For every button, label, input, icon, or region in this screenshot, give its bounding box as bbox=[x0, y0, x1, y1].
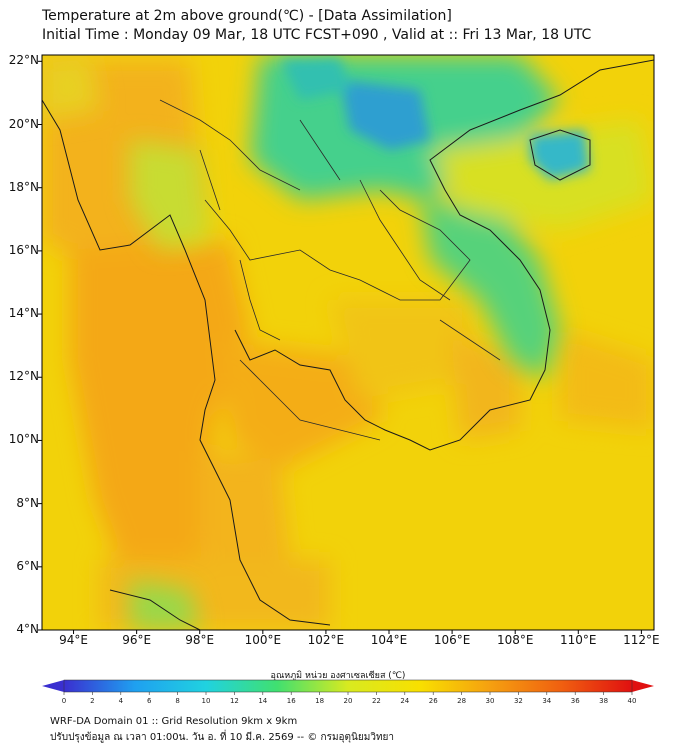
lon-label: 108°E bbox=[496, 633, 534, 647]
colorbar-tick-label: 28 bbox=[457, 697, 466, 705]
colorbar-tick-label: 2 bbox=[90, 697, 94, 705]
colorbar-tick-label: 26 bbox=[429, 697, 438, 705]
lat-label: 22°N bbox=[8, 53, 39, 68]
colorbar-tick-label: 10 bbox=[202, 697, 211, 705]
colorbar-low-arrow bbox=[42, 680, 64, 692]
lat-label: 14°N bbox=[8, 306, 39, 321]
lon-label: 98°E bbox=[185, 633, 215, 647]
lat-label: 12°N bbox=[8, 369, 39, 384]
colorbar-tick-label: 12 bbox=[230, 697, 239, 705]
cold-regions bbox=[280, 58, 590, 180]
lat-label: 18°N bbox=[8, 179, 39, 194]
colorbar-high-arrow bbox=[632, 680, 654, 692]
colorbar-tick-label: 0 bbox=[62, 697, 66, 705]
footer-credit: ปรับปรุงข้อมูล ณ เวลา 01:00น. วัน อ. ที่… bbox=[50, 732, 395, 743]
chart-subtitle: Initial Time : Monday 09 Mar, 18 UTC FCS… bbox=[42, 27, 592, 43]
colorbar-tick-label: 40 bbox=[628, 697, 637, 705]
warm-regions bbox=[42, 60, 654, 630]
colorbar-tick-label: 22 bbox=[372, 697, 381, 705]
colorbar: 0 2 4 6 8 10 12 14 16 18 20 22 24 26 28 30 32 34 36 38 40 bbox=[42, 679, 654, 705]
lat-label: 16°N bbox=[8, 242, 39, 257]
longitude-ticks bbox=[73, 630, 642, 634]
coastlines bbox=[42, 59, 654, 630]
colorbar-tick-label: 14 bbox=[258, 697, 267, 705]
lon-label: 94°E bbox=[59, 633, 88, 647]
map-frame bbox=[41, 54, 655, 631]
temperature-map bbox=[38, 54, 655, 634]
lat-label: 20°N bbox=[8, 116, 39, 131]
lon-label: 106°E bbox=[433, 633, 471, 647]
lon-label: 104°E bbox=[370, 633, 408, 647]
lat-label: 8°N bbox=[16, 495, 39, 510]
country-borders bbox=[159, 99, 501, 441]
lat-label: 10°N bbox=[8, 432, 39, 447]
colorbar-title: อุณหภูมิ หน่วย องศาเซลเซียส (℃) bbox=[270, 671, 406, 681]
colorbar-tick-label: 34 bbox=[542, 697, 551, 705]
colorbar-tick-label: 6 bbox=[147, 697, 152, 705]
lat-label: 4°N bbox=[16, 622, 39, 636]
colorbar-tick-label: 38 bbox=[599, 697, 608, 705]
lon-label: 110°E bbox=[560, 633, 597, 647]
colorbar-tick-label: 36 bbox=[571, 697, 580, 705]
colorbar-tick-label: 30 bbox=[486, 697, 495, 705]
latitude-ticks bbox=[38, 60, 42, 631]
lon-label: 96°E bbox=[122, 633, 152, 647]
colorbar-tick-label: 4 bbox=[119, 697, 124, 705]
colorbar-tick-label: 18 bbox=[315, 697, 324, 705]
lon-label: 102°E bbox=[307, 633, 345, 647]
colorbar-tick-label: 20 bbox=[344, 697, 353, 705]
colorbar-gradient bbox=[64, 680, 632, 692]
lat-label: 6°N bbox=[16, 558, 39, 573]
chart-title: Temperature at 2m above ground(℃) - [Dat… bbox=[42, 8, 452, 24]
colorbar-tick-label: 8 bbox=[175, 697, 179, 705]
colorbar-tick-label: 16 bbox=[287, 697, 296, 705]
colorbar-tick-label: 32 bbox=[514, 697, 523, 705]
footer-model-info: WRF-DA Domain 01 :: Grid Resolution 9km … bbox=[50, 716, 298, 727]
colorbar-tick-label: 24 bbox=[400, 697, 409, 705]
lon-label: 112°E bbox=[623, 633, 660, 647]
lon-label: 100°E bbox=[244, 633, 282, 647]
